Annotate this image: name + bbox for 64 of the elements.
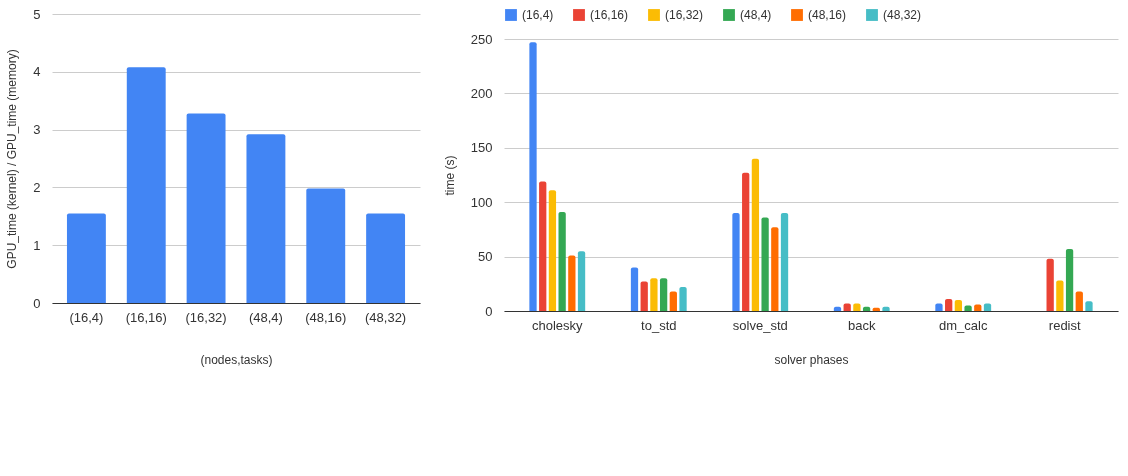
bar [650, 278, 658, 311]
x-tick-label: (16,16) [125, 309, 167, 325]
y-tick-label: 2 [33, 179, 41, 195]
bar [945, 299, 953, 311]
y-tick-label: 4 [33, 64, 41, 80]
legend-label: (16,16) [590, 8, 629, 22]
bar [126, 67, 166, 303]
bar [306, 188, 346, 303]
y-tick-label: 200 [470, 85, 493, 101]
bar [577, 251, 586, 311]
x-tick-label: (48,16) [305, 309, 347, 325]
x-tick-label: redist [1048, 317, 1081, 333]
x-tick-label: (48,32) [364, 309, 407, 325]
y-tick-label: 250 [470, 31, 493, 47]
bar [1065, 248, 1074, 311]
bar [548, 190, 557, 311]
x-tick-label: back [848, 317, 876, 333]
bar [1056, 280, 1064, 311]
bar [761, 217, 769, 311]
bar [529, 42, 537, 311]
y-tick-label: 50 [478, 249, 493, 265]
bar [780, 213, 789, 311]
bar [751, 158, 760, 311]
bar [568, 255, 576, 311]
bar [558, 211, 566, 311]
x-axis-title: solver phases [774, 352, 849, 367]
legend-label: (48,16) [808, 8, 847, 22]
legend-label: (48,4) [740, 8, 772, 22]
legend-label: (16,32) [665, 8, 704, 22]
bar [246, 134, 286, 303]
bar [679, 287, 687, 311]
x-axis-title: (nodes,tasks) [200, 352, 273, 367]
bar [659, 278, 668, 311]
bar [669, 291, 677, 311]
y-tick-label: 0 [33, 295, 41, 311]
x-tick-label: to_std [641, 317, 677, 333]
bar [1075, 291, 1083, 311]
bar [732, 213, 740, 311]
x-tick-label: (16,4) [69, 309, 104, 325]
x-tick-label: solve_std [732, 317, 788, 333]
bar [66, 213, 106, 303]
bar [630, 267, 639, 311]
y-axis-title: time (s) [442, 155, 457, 196]
y-tick-label: 100 [470, 194, 493, 210]
y-tick-label: 1 [33, 237, 41, 253]
x-tick-label: cholesky [531, 317, 584, 333]
y-tick-label: 5 [33, 6, 41, 22]
bar [366, 213, 406, 303]
legend-label: (48,32) [883, 8, 922, 22]
bar [742, 172, 750, 311]
x-tick-label: (16,32) [185, 309, 227, 325]
y-tick-label: 3 [33, 122, 41, 138]
bar [186, 113, 226, 303]
y-tick-label: 0 [485, 303, 493, 319]
x-tick-label: dm_calc [939, 317, 988, 333]
bar [771, 227, 779, 311]
bar [954, 300, 963, 311]
bar [640, 281, 648, 311]
y-tick-label: 150 [470, 140, 493, 156]
y-axis-title: GPU_time (kernel) / GPU_time (memory) [5, 49, 20, 269]
legend-label: (16,4) [522, 8, 554, 22]
bar [1046, 258, 1054, 311]
x-tick-label: (48,4) [248, 309, 283, 325]
bar [539, 181, 547, 311]
